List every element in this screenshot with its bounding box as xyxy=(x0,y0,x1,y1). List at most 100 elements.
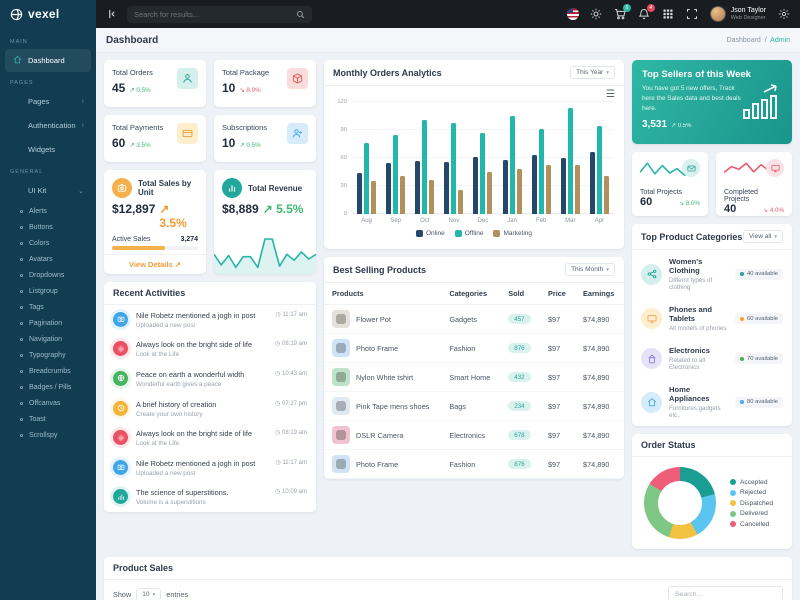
bullet-icon xyxy=(20,273,23,277)
activity-item[interactable]: Nile Robetz mentioned a jogh in post Uplo… xyxy=(104,453,316,483)
activity-subtitle: Look at the Life xyxy=(136,440,180,448)
table-row[interactable]: Photo Frame Fashion 876 $97 $74,890 xyxy=(324,449,624,479)
table-row[interactable]: DSLR Camera Electronics 678 $97 $74,890 xyxy=(324,420,624,450)
breadcrumb-parent[interactable]: Dashboard xyxy=(726,36,761,44)
bar-offline[interactable] xyxy=(509,116,515,214)
cart-icon[interactable]: 5 xyxy=(614,3,631,21)
bar-marketing[interactable] xyxy=(371,181,377,214)
sidebar-subitem-badges-pills[interactable]: Badges / Pills xyxy=(0,379,96,395)
bar-marketing[interactable] xyxy=(487,172,493,214)
bar-online[interactable] xyxy=(502,159,508,214)
sidebar-collapse-icon[interactable] xyxy=(106,8,118,20)
search-input[interactable] xyxy=(134,9,290,19)
brand-logo[interactable]: vexel xyxy=(0,0,96,28)
bar-offline[interactable] xyxy=(393,134,399,214)
category-item[interactable]: Women's Clothing Differnt types of clothi… xyxy=(632,250,792,298)
table-search-input[interactable] xyxy=(668,586,783,600)
sidebar-item-dashboard[interactable]: Dashboard xyxy=(5,49,91,72)
sidebar-item-authentication[interactable]: Authentication › xyxy=(5,114,91,137)
bar-online[interactable] xyxy=(473,157,479,214)
sidebar-subitem-pagination[interactable]: Pagination xyxy=(0,315,96,331)
category-item[interactable]: Home Appliances Furnitures,gadgets etc.. 8… xyxy=(632,378,792,426)
bar-offline[interactable] xyxy=(538,129,544,214)
sidebar-subitem-alerts[interactable]: Alerts xyxy=(0,203,96,219)
view-all-select[interactable]: View all ▾ xyxy=(742,230,783,243)
chart-menu-icon[interactable]: ☰ xyxy=(606,89,615,100)
sidebar-subitem-navigation[interactable]: Navigation xyxy=(0,331,96,347)
table-row[interactable]: Photo Frame Fashion 876 $97 $74,890 xyxy=(324,333,624,363)
sidebar-subitem-colors[interactable]: Colors xyxy=(0,235,96,251)
entries-label: entries xyxy=(166,589,189,599)
bar-marketing[interactable] xyxy=(574,164,580,214)
column-header: Sold xyxy=(500,283,540,305)
activity-item[interactable]: The science of superstitions. Volume is a… xyxy=(104,483,316,513)
sidebar-subitem-offcanvas[interactable]: Offcanvas xyxy=(0,395,96,411)
card-icon xyxy=(177,123,198,144)
bar-offline[interactable] xyxy=(422,119,428,214)
activity-item[interactable]: A brief history of creation Create your o… xyxy=(104,394,316,424)
activity-item[interactable]: Nile Robetz mentioned a jogh in post Uplo… xyxy=(104,305,316,335)
theme-sun-icon[interactable] xyxy=(590,8,603,21)
x-tick-label: Nov xyxy=(448,218,460,224)
sidebar-item-widgets[interactable]: Widgets xyxy=(5,138,91,161)
sidebar-subitem-breadcrumbs[interactable]: Breadcrumbs xyxy=(0,363,96,379)
legend-label: Rejected xyxy=(740,489,767,496)
settings-gear-icon[interactable] xyxy=(777,8,790,21)
bar-marketing[interactable] xyxy=(516,169,522,214)
bar-offline[interactable] xyxy=(480,132,486,214)
fullscreen-icon[interactable] xyxy=(686,8,699,21)
bar-marketing[interactable] xyxy=(603,175,609,214)
bar-offline[interactable] xyxy=(364,143,370,214)
range-select[interactable]: This Month ▾ xyxy=(565,263,615,276)
activity-item[interactable]: Always look on the bright side of life Lo… xyxy=(104,423,316,453)
sold-badge: 432 xyxy=(508,372,531,383)
sidebar-subitem-scrollspy[interactable]: Scrollspy xyxy=(0,427,96,443)
table-row[interactable]: Flower Pot Gadgets 457 $97 $74,890 xyxy=(324,304,624,334)
bar-offline[interactable] xyxy=(567,107,573,214)
stat-card-subscriptions: Subscriptions 10 ↗ 0.5% xyxy=(214,115,316,162)
sidebar-subitem-buttons[interactable]: Buttons xyxy=(0,219,96,235)
best-selling-products-card: Best Selling Products This Month ▾ Produc… xyxy=(324,257,624,479)
activity-item[interactable]: Always look on the bright side of life Lo… xyxy=(104,335,316,365)
search-icon[interactable] xyxy=(296,10,305,19)
bar-marketing[interactable] xyxy=(429,180,435,214)
bar-online[interactable] xyxy=(415,160,421,214)
table-row[interactable]: Nylon White tshirt Smart Home 432 $97 $74,89… xyxy=(324,362,624,392)
sidebar-subitem-typography[interactable]: Typography xyxy=(0,347,96,363)
sidebar-item-pages[interactable]: Pages › xyxy=(5,90,91,113)
sidebar-subitem-avatars[interactable]: Avatars xyxy=(0,251,96,267)
page-size-select[interactable]: 10 ▾ xyxy=(136,587,162,600)
bar-offline[interactable] xyxy=(596,126,602,214)
activity-time: ◷ 10:43 am xyxy=(275,370,307,377)
bar-offline[interactable] xyxy=(451,122,457,214)
sidebar-subitem-tags[interactable]: Tags xyxy=(0,299,96,315)
sidebar-subitem-toast[interactable]: Toast xyxy=(0,411,96,427)
bar-online[interactable] xyxy=(589,152,595,214)
sidebar-subitem-label: Badges / Pills xyxy=(29,383,72,391)
activity-item[interactable]: Peace on earth a wonderful width Wonderfu… xyxy=(104,364,316,394)
sidebar-item-ui-kit[interactable]: UI Kit ⌄ xyxy=(5,179,91,202)
category-item[interactable]: Electronics Related to all Electronics 70 … xyxy=(632,339,792,378)
view-details-link[interactable]: View Details ↗ xyxy=(104,254,206,274)
notifications-bell-icon[interactable]: 4 xyxy=(638,3,655,21)
language-flag-icon[interactable] xyxy=(566,8,579,20)
range-select[interactable]: This Year ▾ xyxy=(570,66,615,79)
sidebar-subitem-listgroup[interactable]: Listgroup xyxy=(0,283,96,299)
apps-grid-icon[interactable] xyxy=(662,8,675,21)
table-row[interactable]: Pink Tape mens shoes Bags 234 $97 $74,890 xyxy=(324,391,624,421)
global-search[interactable] xyxy=(127,5,312,23)
bar-marketing[interactable] xyxy=(545,165,551,214)
bar-online[interactable] xyxy=(386,162,392,214)
bar-online[interactable] xyxy=(560,158,566,214)
sidebar-subitem-dropdowns[interactable]: Dropdowns xyxy=(0,267,96,283)
bar-marketing[interactable] xyxy=(400,175,406,214)
category-item[interactable]: Phones and Tablets All models of phones 60… xyxy=(632,298,792,339)
bar-online[interactable] xyxy=(357,172,363,214)
bar-online[interactable] xyxy=(444,161,450,214)
bar-marketing[interactable] xyxy=(458,189,464,214)
bullet-icon xyxy=(20,353,23,357)
user-menu[interactable]: Json Taylor Web Designer xyxy=(709,6,766,22)
bar-online[interactable] xyxy=(531,155,537,214)
card-title: Product Sales xyxy=(113,563,174,573)
chevron-right-icon: › xyxy=(81,122,84,129)
